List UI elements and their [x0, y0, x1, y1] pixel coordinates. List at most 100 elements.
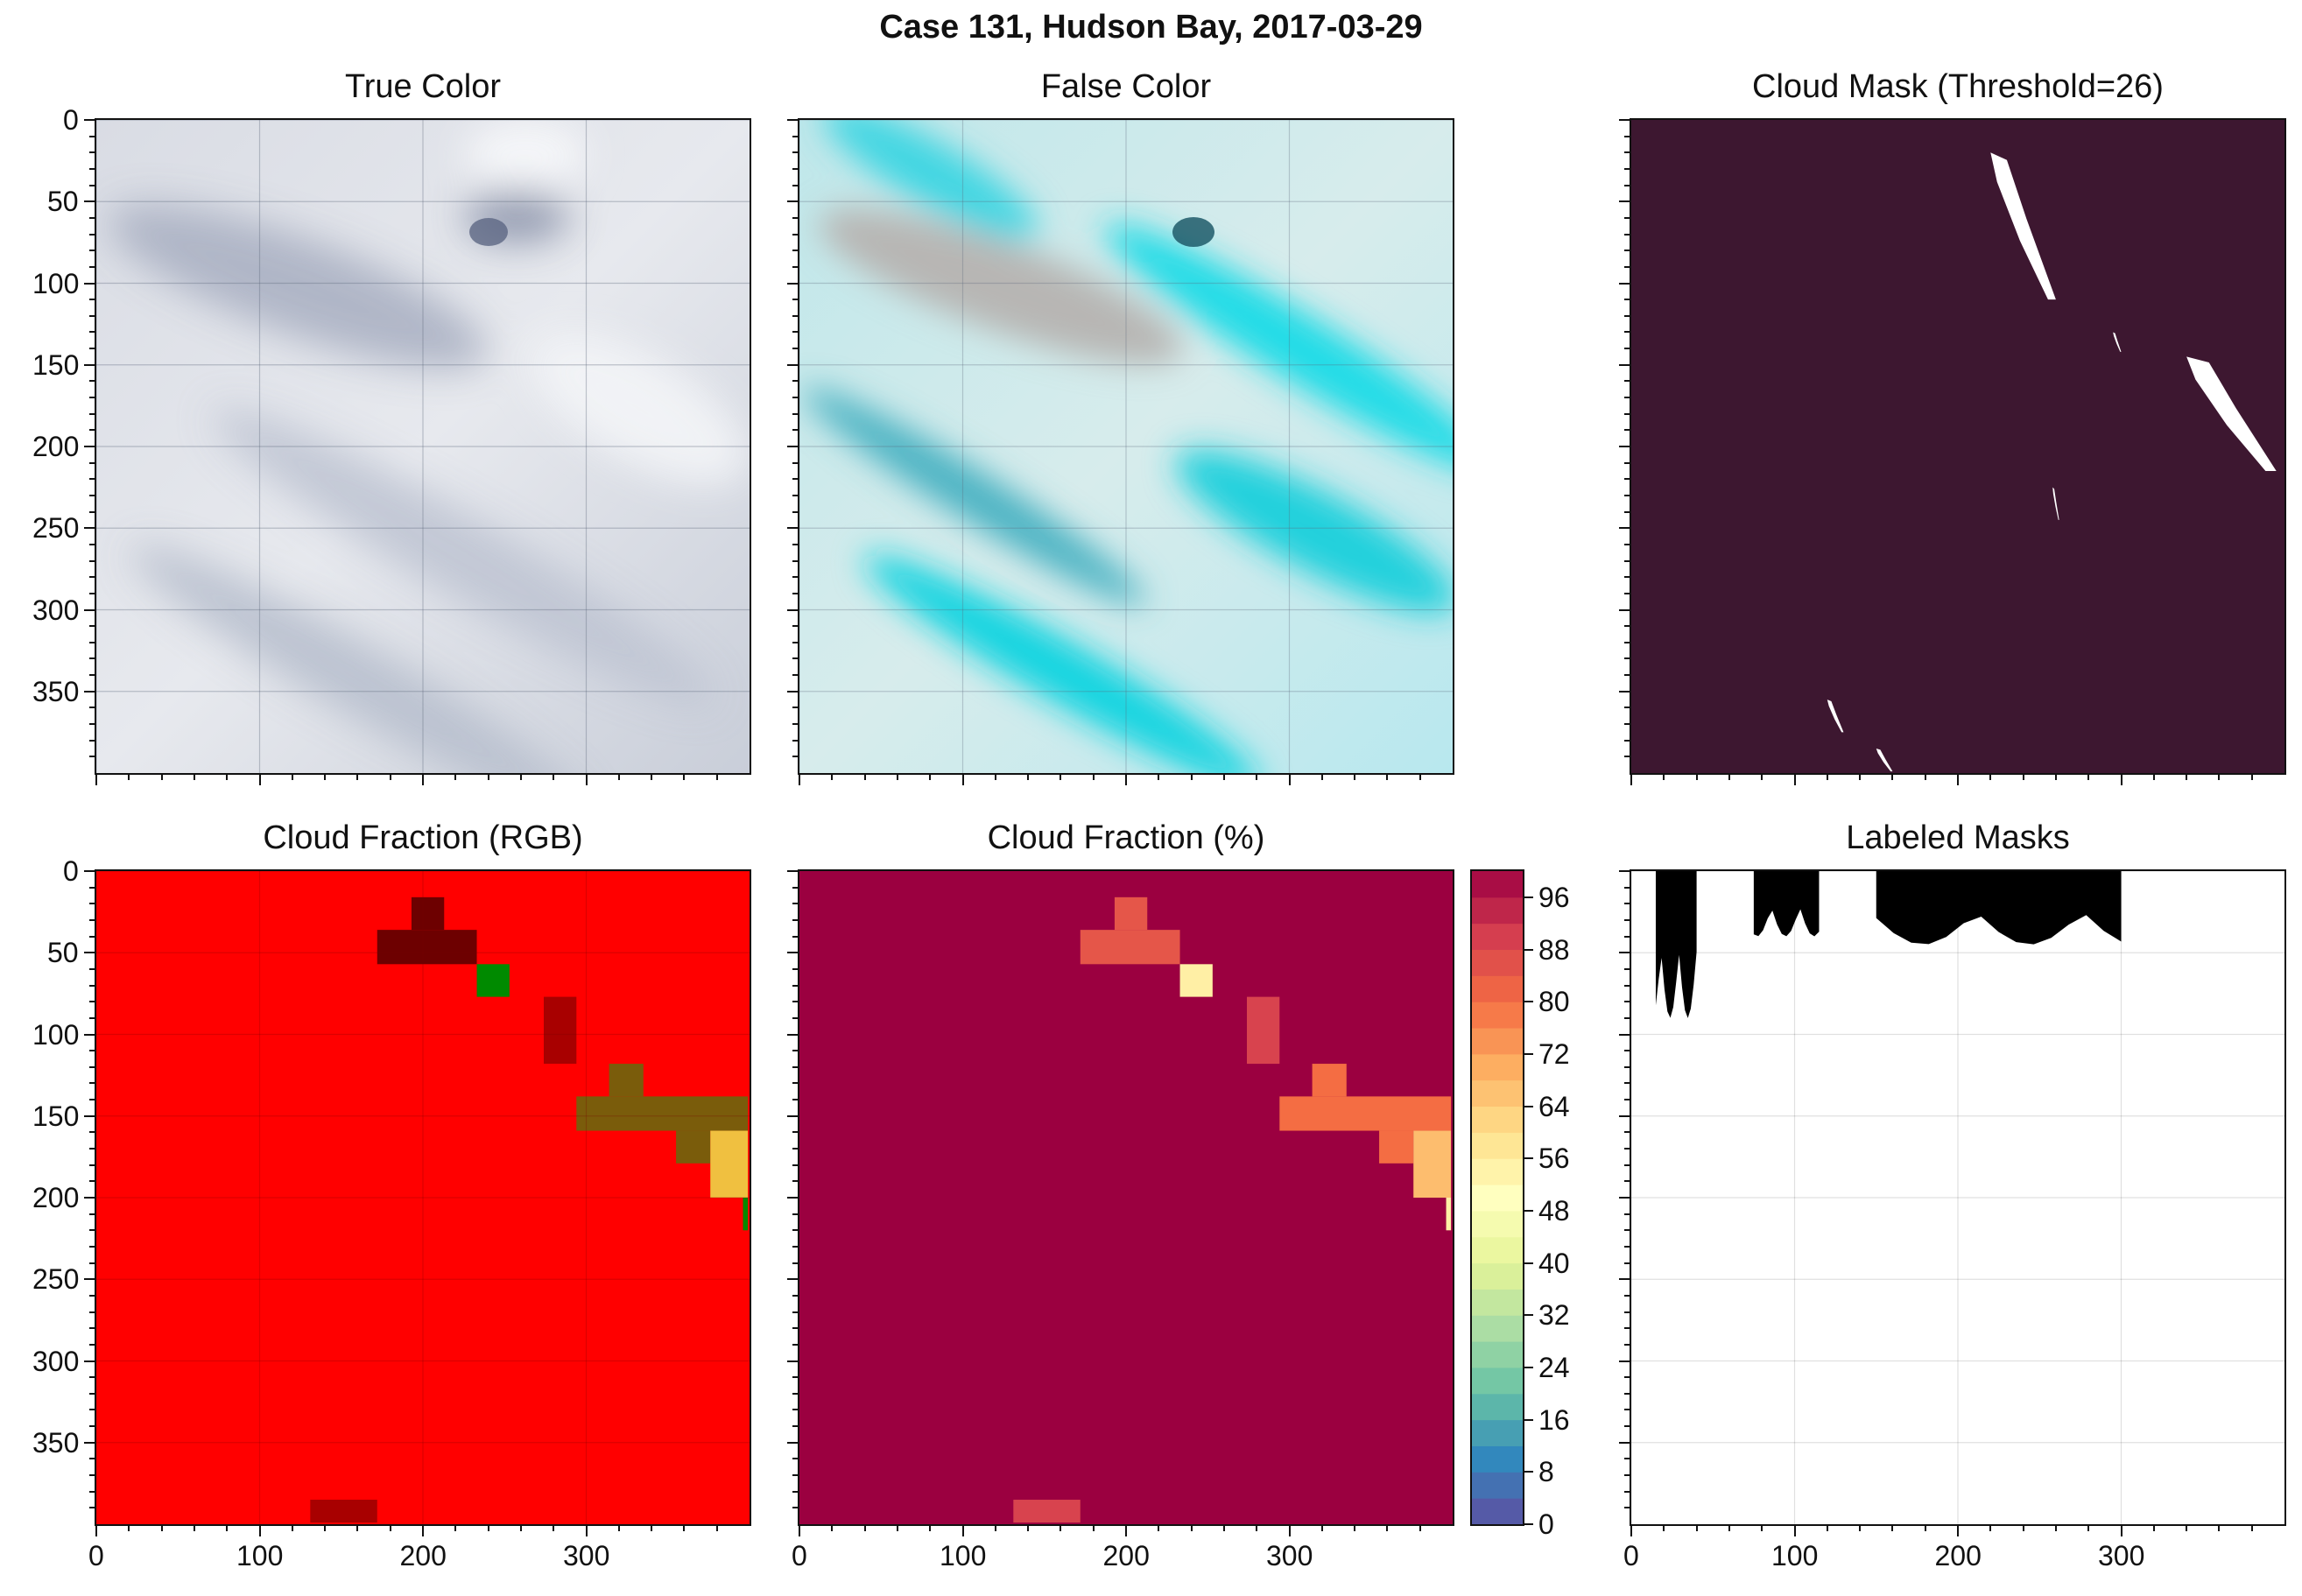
x-minor-tick: [193, 775, 195, 780]
y-minor-tick: [1624, 967, 1630, 970]
x-minor-tick: [1859, 1526, 1862, 1531]
y-tick: [787, 1278, 798, 1281]
y-minor-tick: [792, 510, 798, 513]
x-tick: [258, 775, 261, 785]
x-minor-tick: [617, 775, 620, 780]
y-minor-tick: [792, 348, 798, 350]
y-minor-tick: [792, 1180, 798, 1183]
y-tick: [787, 282, 798, 285]
y-minor-tick: [1624, 412, 1630, 415]
panel-title-false-color: False Color: [1040, 68, 1212, 105]
x-tick: [1957, 1526, 1959, 1536]
y-minor-tick: [89, 1262, 95, 1264]
x-minor-tick: [715, 1526, 718, 1531]
labeled-mask-region-1: [1753, 871, 1820, 937]
y-tick-label: 350: [32, 1426, 80, 1459]
y-tick: [1619, 363, 1630, 366]
x-minor-tick: [1027, 1526, 1030, 1531]
y-minor-tick: [89, 412, 95, 415]
colorbar-tick-label: 72: [1538, 1037, 1570, 1070]
y-minor-tick: [1624, 739, 1630, 742]
panel-title-cloud-fraction-rgb: Cloud Fraction (RGB): [263, 819, 583, 856]
y-minor-tick: [89, 641, 95, 643]
y-minor-tick: [1624, 1131, 1630, 1134]
colorbar-tick: [1524, 1314, 1533, 1317]
x-minor-tick: [2022, 1526, 2024, 1531]
x-minor-tick: [1826, 1526, 1828, 1531]
y-minor-tick: [89, 1409, 95, 1411]
x-minor-tick: [324, 775, 327, 780]
x-minor-tick: [1419, 775, 1421, 780]
x-minor-tick: [1728, 1526, 1730, 1531]
colorbar-level-13: [1472, 1158, 1523, 1185]
x-minor-tick: [291, 775, 293, 780]
x-minor-tick: [1256, 775, 1258, 780]
colorbar-level-17: [1472, 1053, 1523, 1081]
x-minor-tick: [1761, 1526, 1763, 1531]
y-minor-tick: [1624, 1229, 1630, 1232]
y-minor-tick: [1624, 1148, 1630, 1150]
y-tick-label: 100: [32, 1018, 80, 1051]
colorbar-tick-label: 88: [1538, 933, 1570, 966]
y-minor-tick: [89, 559, 95, 562]
cloud-fraction-rgb-image: [95, 869, 751, 1526]
colorbar-tick: [1524, 1001, 1533, 1003]
x-tick-label: 200: [1102, 1540, 1150, 1571]
x-minor-tick: [683, 1526, 686, 1531]
y-tick-label: 300: [32, 1345, 80, 1377]
x-tick-label: 300: [563, 1540, 610, 1571]
x-minor-tick: [715, 775, 718, 780]
true-color-image: [95, 118, 751, 775]
y-minor-tick: [89, 1213, 95, 1215]
y-tick-label: 100: [32, 267, 80, 299]
labeled-mask-region-0: [1655, 871, 1697, 1018]
y-minor-tick: [1624, 576, 1630, 579]
y-minor-tick: [89, 1229, 95, 1232]
y-minor-tick: [792, 1409, 798, 1411]
y-tick: [84, 527, 95, 530]
y-minor-tick: [792, 331, 798, 334]
y-tick-label: 150: [32, 1100, 80, 1132]
y-tick-label: 250: [32, 1263, 80, 1296]
cloud-fraction-rgb-cell-2: [476, 964, 510, 997]
y-minor-tick: [89, 1474, 95, 1477]
y-minor-tick: [1624, 559, 1630, 562]
cloud-fraction-rgb-cell-0: [411, 896, 445, 931]
y-tick: [84, 446, 95, 447]
x-tick: [1630, 1526, 1632, 1536]
y-minor-tick: [1624, 1409, 1630, 1411]
x-minor-tick: [2152, 775, 2155, 780]
y-tick: [787, 608, 798, 611]
y-minor-tick: [89, 756, 95, 758]
colorbar-tick: [1524, 1366, 1533, 1368]
y-minor-tick: [1624, 1294, 1630, 1297]
y-minor-tick: [1624, 167, 1630, 170]
y-minor-tick: [89, 1311, 95, 1313]
x-minor-tick: [831, 1526, 834, 1531]
x-minor-tick: [1158, 775, 1160, 780]
y-minor-tick: [792, 592, 798, 594]
y-minor-tick: [1624, 1180, 1630, 1183]
x-minor-tick: [519, 1526, 522, 1531]
y-tick: [84, 870, 95, 872]
y-minor-tick: [792, 494, 798, 496]
x-minor-tick: [487, 1526, 489, 1531]
cloud-fraction-pct-cell-0: [1114, 896, 1148, 931]
y-tick: [1619, 1360, 1630, 1362]
x-minor-tick: [2152, 1526, 2155, 1531]
y-minor-tick: [89, 723, 95, 726]
x-tick: [799, 775, 800, 785]
y-minor-tick: [89, 429, 95, 432]
y-tick: [1619, 119, 1630, 121]
y-tick: [787, 1441, 798, 1444]
y-tick: [84, 1441, 95, 1444]
y-minor-tick: [792, 429, 798, 432]
y-minor-tick: [1624, 348, 1630, 350]
x-minor-tick: [2186, 775, 2188, 780]
y-minor-tick: [1624, 1164, 1630, 1166]
y-minor-tick: [1624, 1016, 1630, 1019]
y-minor-tick: [1624, 625, 1630, 628]
y-minor-tick: [1624, 1213, 1630, 1215]
x-tick-label: 100: [940, 1540, 987, 1571]
x-tick-label: 0: [88, 1540, 104, 1571]
